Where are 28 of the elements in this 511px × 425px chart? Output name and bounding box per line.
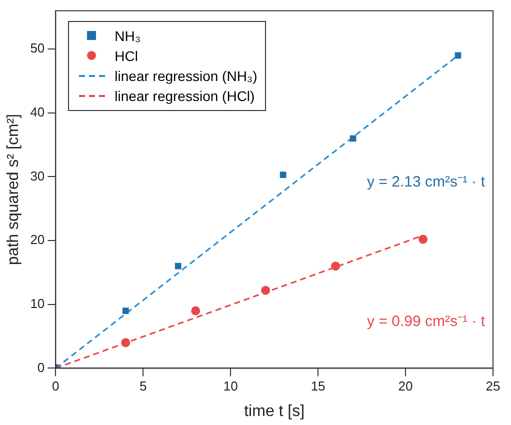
point xyxy=(280,172,286,178)
legend-label: NH₃ xyxy=(114,26,141,46)
x-tick-label: 5 xyxy=(140,378,147,394)
x-tick-label: 20 xyxy=(398,378,413,394)
x-axis-title: time t [s] xyxy=(244,402,305,420)
x-tick-label: 15 xyxy=(310,378,326,394)
y-tick-label: 50 xyxy=(30,40,45,56)
point xyxy=(121,338,130,348)
point xyxy=(191,306,200,316)
y-tick-label: 0 xyxy=(37,360,45,375)
annotation: y = 0.99 cm²s⁻¹ · t xyxy=(367,312,486,330)
x-tick-label: 0 xyxy=(52,378,60,394)
point xyxy=(331,262,340,271)
y-tick-label: 40 xyxy=(30,104,45,120)
point xyxy=(418,234,428,244)
y-tick-label: 30 xyxy=(30,168,45,184)
y-axis-title: path squared s² [cm²] xyxy=(5,114,22,266)
y-tick-label: 10 xyxy=(30,296,45,311)
x-tick-label: 10 xyxy=(223,378,238,394)
y-tick-label: 20 xyxy=(30,232,45,248)
point xyxy=(122,308,129,314)
legend-label: linear regression (NH₃) xyxy=(114,66,258,86)
legend-label: HCl xyxy=(114,46,138,66)
point xyxy=(174,262,182,270)
legend-label: linear regression (HCl) xyxy=(114,86,255,106)
x-tick-label: 25 xyxy=(486,378,500,394)
point xyxy=(261,286,270,295)
annotation: y = 2.13 cm²s⁻¹ · t xyxy=(367,173,486,190)
